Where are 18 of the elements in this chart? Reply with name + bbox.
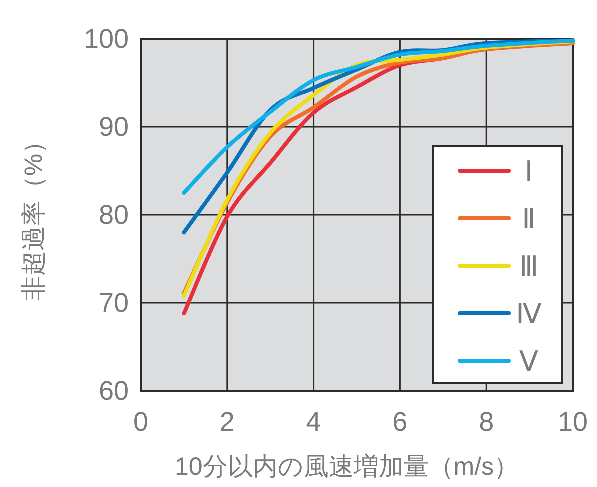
x-tick-label: 10 <box>558 407 588 437</box>
y-tick-label: 100 <box>84 24 129 54</box>
legend-label: Ⅳ <box>516 298 542 330</box>
y-axis-title: 非超過率（%） <box>20 128 48 302</box>
y-tick-label: 70 <box>98 288 129 318</box>
legend-label: Ⅰ <box>524 156 534 187</box>
x-tick-label: 8 <box>479 407 494 437</box>
y-tick-label: 90 <box>98 112 129 142</box>
x-tick-label: 6 <box>392 407 408 437</box>
x-tick-label: 0 <box>133 407 149 437</box>
x-axis-title: 10分以内の風速増加量（m/s） <box>174 453 520 481</box>
legend-label: Ⅲ <box>519 251 539 282</box>
x-tick-label: 2 <box>220 407 235 437</box>
y-tick-label: 60 <box>98 376 129 406</box>
x-tick-label: 4 <box>306 407 322 437</box>
legend-label: Ⅴ <box>519 346 539 377</box>
legend-label: Ⅱ <box>522 204 536 234</box>
y-tick-label: 80 <box>98 200 129 230</box>
